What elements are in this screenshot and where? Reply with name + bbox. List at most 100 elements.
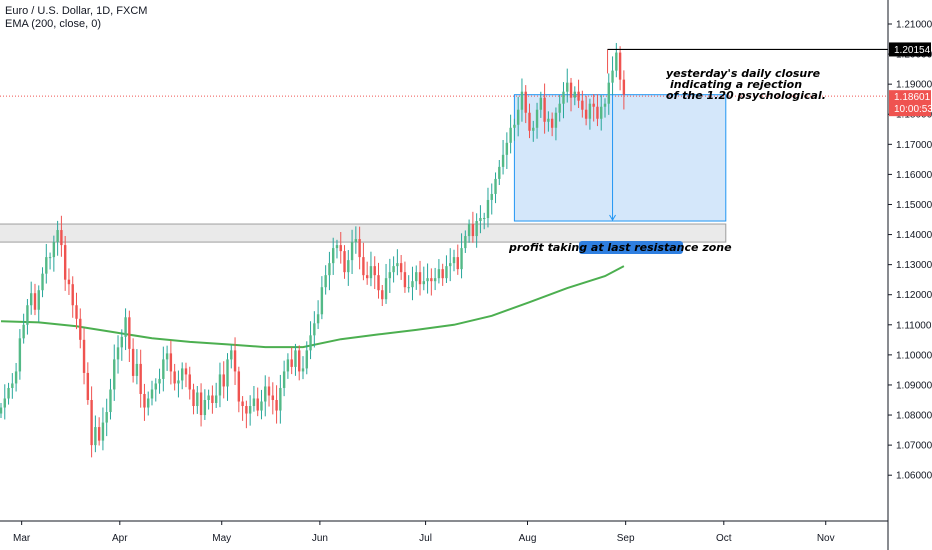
candle-body bbox=[109, 389, 112, 413]
candle-body bbox=[316, 314, 320, 324]
candle-body bbox=[603, 103, 607, 107]
candle-body bbox=[158, 378, 161, 384]
candle-body bbox=[135, 363, 139, 376]
candle-body bbox=[611, 70, 614, 83]
candle-body bbox=[426, 278, 429, 282]
candle-body bbox=[128, 317, 131, 349]
candle-body bbox=[407, 287, 410, 289]
candle-body bbox=[573, 91, 576, 98]
candle-body bbox=[181, 368, 184, 381]
candle-body bbox=[211, 395, 214, 404]
candle-body bbox=[313, 323, 316, 336]
candle-body bbox=[233, 350, 237, 372]
candle-body bbox=[566, 82, 569, 92]
candle-body bbox=[362, 257, 365, 276]
candle-body bbox=[63, 245, 67, 280]
candle-body bbox=[124, 317, 127, 337]
candle-body bbox=[392, 266, 395, 273]
candle-body bbox=[437, 269, 441, 279]
candle-body bbox=[471, 224, 475, 237]
candle-body bbox=[147, 398, 150, 408]
candle-body bbox=[67, 279, 71, 285]
candle-body bbox=[86, 372, 90, 400]
y-tick-label: 1.12000 bbox=[896, 290, 932, 301]
candle-body bbox=[52, 242, 56, 258]
candle-body bbox=[498, 166, 501, 179]
candle-body bbox=[252, 398, 256, 407]
candle-body bbox=[139, 363, 142, 394]
candle-body bbox=[22, 324, 25, 339]
candle-body bbox=[618, 52, 622, 80]
candle-body bbox=[226, 359, 229, 387]
candle-body bbox=[116, 347, 120, 360]
candle-body bbox=[369, 266, 373, 279]
candle-body bbox=[105, 412, 108, 423]
candle-body bbox=[418, 272, 422, 285]
countdown-label: 10:00:53 bbox=[894, 104, 932, 115]
y-tick-label: 1.07000 bbox=[896, 441, 932, 452]
candle-body bbox=[143, 393, 146, 408]
candle-body bbox=[528, 112, 531, 131]
candle-body bbox=[305, 350, 308, 369]
candle-body bbox=[520, 91, 524, 110]
candle-body bbox=[279, 387, 282, 411]
y-tick-label: 1.15000 bbox=[896, 200, 932, 211]
candle-body bbox=[82, 339, 86, 373]
candle-body bbox=[449, 263, 452, 267]
y-tick-label: 1.11000 bbox=[896, 320, 932, 331]
candle-body bbox=[75, 305, 78, 319]
candle-body bbox=[464, 236, 467, 249]
plot-area bbox=[0, 42, 888, 458]
candle-body bbox=[256, 398, 259, 411]
candle-body bbox=[94, 427, 97, 446]
candle-body bbox=[441, 269, 444, 279]
candle-body bbox=[309, 335, 312, 351]
candle-body bbox=[97, 427, 101, 441]
candle-body bbox=[479, 218, 482, 222]
chart-legend-symbol: Euro / U.S. Dollar, 1D, FXCM bbox=[5, 5, 148, 17]
candle-body bbox=[192, 389, 195, 407]
candle-body bbox=[501, 154, 505, 167]
candle-body bbox=[264, 386, 267, 402]
ema-200-line bbox=[0, 265, 625, 349]
candle-body bbox=[37, 290, 40, 310]
candle-body bbox=[332, 248, 335, 264]
candle-body bbox=[320, 287, 324, 315]
y-tick-label: 1.14000 bbox=[896, 230, 932, 241]
candle-body bbox=[509, 127, 512, 143]
candle-body bbox=[569, 82, 573, 98]
candle-body bbox=[399, 263, 403, 273]
candle-body bbox=[196, 392, 199, 407]
candle-body bbox=[592, 103, 595, 107]
candle-body bbox=[298, 350, 301, 372]
candle-body bbox=[48, 257, 52, 259]
candle-body bbox=[467, 224, 471, 237]
candle-body bbox=[456, 257, 459, 270]
candle-body bbox=[494, 178, 497, 194]
candle-body bbox=[173, 371, 176, 384]
candles bbox=[0, 42, 626, 458]
candle-body bbox=[607, 82, 610, 104]
candle-body bbox=[294, 350, 297, 367]
candle-body bbox=[286, 359, 290, 372]
candle-body bbox=[547, 118, 550, 122]
candle-body bbox=[384, 278, 388, 300]
resistance-zone bbox=[0, 223, 727, 243]
candle-body bbox=[184, 368, 188, 375]
candle-body bbox=[0, 407, 3, 414]
candle-body bbox=[79, 318, 82, 340]
y-tick-label: 1.17000 bbox=[896, 140, 932, 151]
candle-body bbox=[343, 251, 346, 273]
candle-body bbox=[267, 386, 271, 396]
candle-body bbox=[203, 400, 207, 416]
candle-body bbox=[222, 374, 225, 387]
candle-body bbox=[275, 400, 278, 411]
candle-body bbox=[113, 359, 116, 390]
high-marker-badge-label: 1.20154 bbox=[894, 45, 931, 56]
candle-body bbox=[543, 97, 546, 122]
candle-body bbox=[347, 260, 350, 273]
candle-body bbox=[354, 239, 358, 243]
candle-body bbox=[539, 97, 543, 110]
candle-body bbox=[581, 100, 584, 110]
